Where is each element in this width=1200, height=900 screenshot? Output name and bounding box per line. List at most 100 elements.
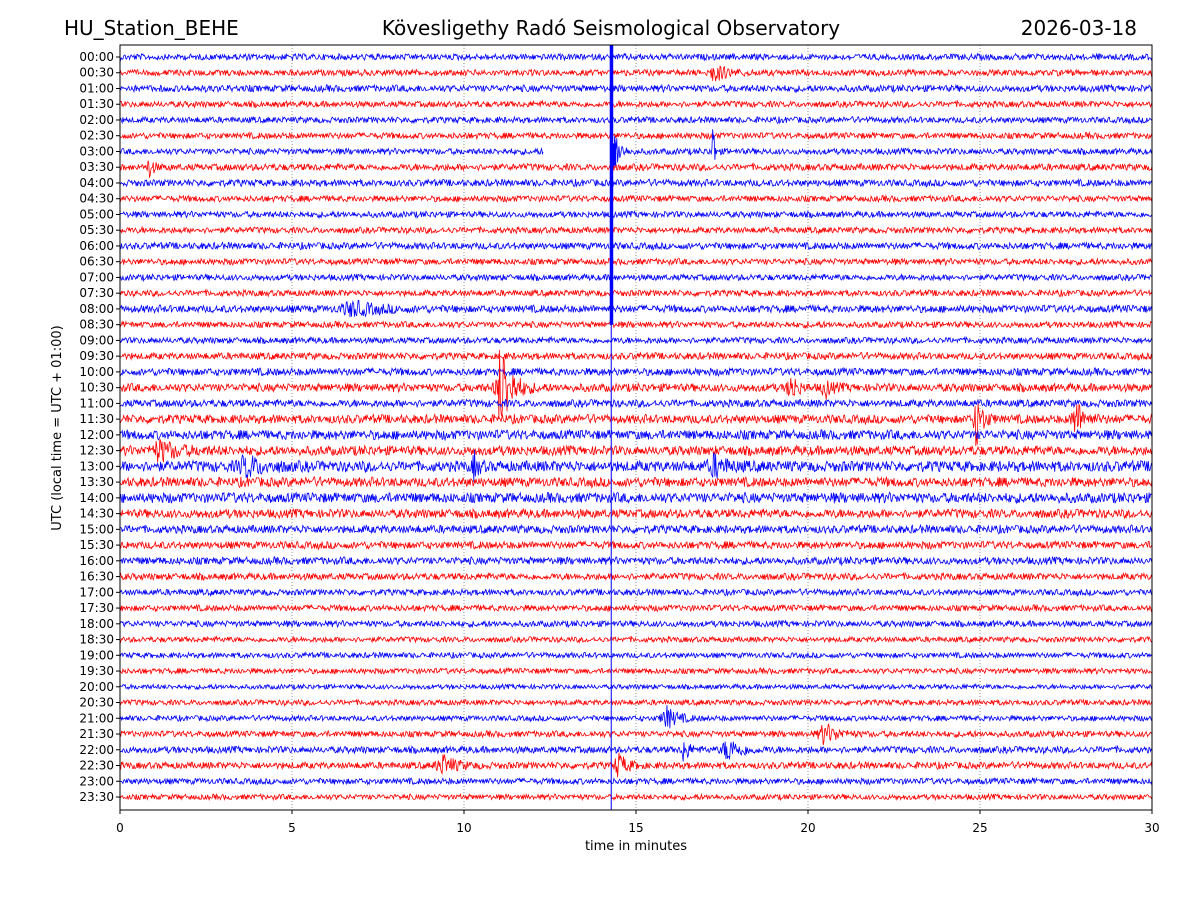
trace-13:30: [119, 475, 1153, 489]
chart-title: Kövesligethy Radó Seismological Observat…: [382, 16, 840, 40]
trace-00:30: [119, 65, 1153, 82]
trace-13:00: [119, 449, 1153, 483]
x-axis-label: time in minutes: [585, 839, 687, 854]
y-tick-label: 20:00: [79, 680, 114, 694]
y-tick-label: 10:30: [79, 381, 114, 395]
y-tick-label: 12:00: [79, 428, 114, 442]
y-axis-label: UTC (local time = UTC + 01:00): [50, 325, 65, 530]
y-tick-label: 07:30: [79, 286, 114, 300]
date-label: 2026-03-18: [1021, 16, 1137, 40]
trace-15:30: [119, 539, 1153, 551]
y-tick-label: 02:30: [79, 129, 114, 143]
trace-05:30: [119, 225, 1153, 236]
trace-21:30: [119, 723, 1153, 746]
y-tick-label: 18:00: [79, 617, 114, 631]
y-tick-label: 05:30: [79, 223, 114, 237]
trace-16:30: [119, 571, 1153, 582]
y-tick-label: 23:30: [79, 790, 114, 804]
y-tick-label: 06:00: [79, 239, 114, 253]
y-tick-label: 22:30: [79, 759, 114, 773]
y-tick-label: 03:00: [79, 144, 114, 158]
y-tick-label: 11:30: [79, 412, 114, 426]
y-tick-label: 10:00: [79, 365, 114, 379]
trace-16:00: [119, 555, 1153, 567]
trace-19:00: [119, 651, 1153, 660]
y-tick-label: 03:30: [79, 160, 114, 174]
y-tick-label: 06:30: [79, 255, 114, 269]
x-tick-label: 30: [1144, 821, 1159, 835]
trace-06:00: [120, 241, 1153, 251]
trace-14:30: [119, 507, 1153, 520]
y-tick-label: 09:30: [79, 349, 114, 363]
y-tick-label: 15:00: [79, 522, 114, 536]
y-tick-label: 14:00: [79, 491, 114, 505]
y-tick-label: 16:00: [79, 554, 114, 568]
trace-04:00: [119, 177, 1153, 188]
event-spike-body: [609, 45, 614, 325]
y-tick-label: 22:00: [79, 743, 114, 757]
main-spike: [609, 45, 617, 810]
y-tick-label: 01:00: [79, 81, 114, 95]
trace-01:00: [119, 83, 1153, 94]
event-spike-peak: [610, 143, 617, 166]
x-axis: 0 5 10 15 20 25 30: [116, 810, 1160, 835]
y-tick-label: 09:00: [79, 333, 114, 347]
trace-12:00: [119, 428, 1153, 442]
trace-10:00: [119, 366, 1153, 378]
y-tick-label: 08:30: [79, 318, 114, 332]
traces: [119, 52, 1153, 802]
y-tick-label: 13:30: [79, 475, 114, 489]
trace-17:30: [119, 603, 1153, 613]
y-tick-label: 21:00: [79, 711, 114, 725]
trace-21:00: [119, 705, 1153, 729]
trace-09:30: [119, 351, 1153, 362]
y-tick-label: 21:30: [79, 727, 114, 741]
x-tick-label: 0: [116, 821, 124, 835]
trace-08:00: [119, 299, 1153, 318]
x-tick-label: 15: [628, 821, 643, 835]
trace-08:30: [119, 320, 1153, 330]
trace-14:00: [119, 491, 1153, 505]
y-tick-label: 20:30: [79, 696, 114, 710]
x-tick-label: 20: [800, 821, 815, 835]
y-tick-label: 11:00: [79, 396, 114, 410]
y-tick-label: 01:30: [79, 97, 114, 111]
trace-04:30: [119, 194, 1153, 204]
trace-07:00: [119, 272, 1153, 283]
y-tick-label: 00:00: [79, 50, 114, 64]
trace-11:00: [119, 398, 1153, 409]
y-tick-label: 16:30: [79, 570, 114, 584]
trace-03:30: [119, 160, 1153, 178]
trace-22:30: [119, 752, 1153, 778]
trace-18:00: [119, 619, 1153, 629]
y-tick-label: 23:00: [79, 774, 114, 788]
trace-10:30: [119, 349, 1153, 419]
y-tick-label: 17:00: [79, 585, 114, 599]
y-tick-label: 04:30: [79, 192, 114, 206]
trace-05:00: [119, 209, 1153, 220]
y-tick-label: 00:30: [79, 66, 114, 80]
trace-01:30: [119, 99, 1153, 109]
y-tick-label: 08:00: [79, 302, 114, 316]
y-tick-label: 19:00: [79, 648, 114, 662]
y-tick-label: 17:30: [79, 601, 114, 615]
trace-15:00: [119, 523, 1153, 536]
station-label: HU_Station_BEHE: [64, 16, 239, 40]
y-tick-label: 14:30: [79, 507, 114, 521]
y-tick-label: 18:30: [79, 633, 114, 647]
trace-17:00: [119, 587, 1153, 598]
y-tick-label: 13:00: [79, 459, 114, 473]
trace-20:00: [119, 682, 1153, 691]
trace-23:00: [119, 776, 1153, 786]
trace-07:30: [119, 288, 1153, 298]
trace-20:30: [119, 698, 1153, 707]
trace-02:30: [119, 131, 1153, 141]
trace-11:30: [119, 403, 1153, 447]
trace-19:30: [119, 666, 1153, 676]
y-tick-label: 19:30: [79, 664, 114, 678]
trace-09:00: [119, 335, 1153, 346]
trace-22:00: [119, 741, 1153, 762]
x-tick-label: 25: [972, 821, 987, 835]
y-tick-label: 02:00: [79, 113, 114, 127]
